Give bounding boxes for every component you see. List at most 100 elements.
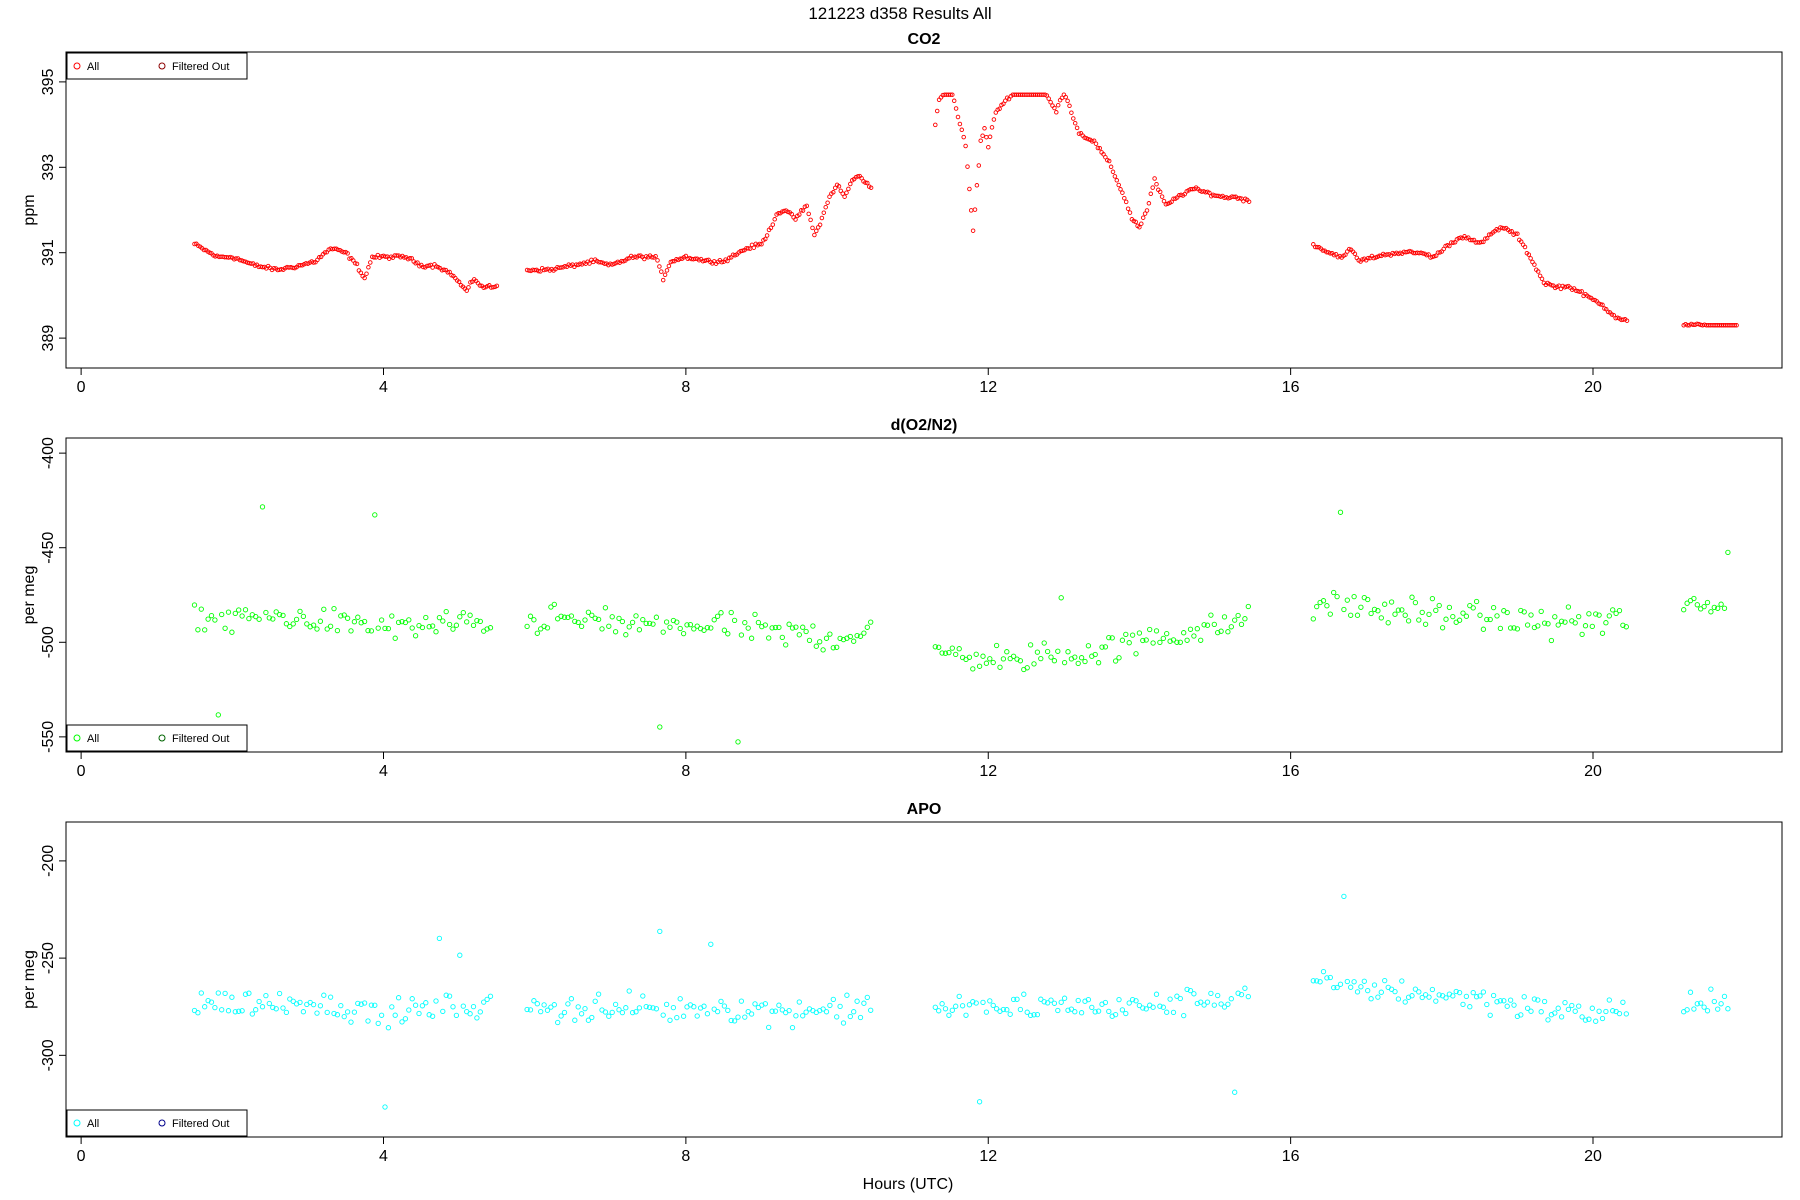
data-point — [1051, 658, 1058, 664]
data-point — [1153, 628, 1160, 634]
data-point — [934, 108, 940, 114]
data-point — [868, 1007, 874, 1013]
data-point — [1375, 608, 1381, 614]
data-point — [623, 632, 629, 638]
x-tick-label: 8 — [681, 379, 690, 396]
data-point — [1127, 210, 1133, 215]
x-axis-label: Hours (UTC) — [863, 1176, 954, 1193]
data-point — [1228, 624, 1234, 630]
data-point — [541, 267, 547, 273]
data-point — [701, 627, 707, 633]
data-point — [453, 1012, 460, 1019]
data-point — [636, 627, 643, 633]
data-point — [970, 999, 976, 1005]
data-point — [1102, 644, 1109, 650]
data-point — [1038, 655, 1044, 662]
data-point — [1685, 323, 1690, 328]
data-point — [338, 1002, 344, 1009]
data-point — [674, 1014, 680, 1021]
data-point — [800, 1013, 806, 1019]
data-point — [1596, 1008, 1602, 1014]
data-point — [1320, 248, 1326, 253]
data-point — [708, 625, 714, 631]
data-point — [450, 1004, 456, 1010]
data-point — [823, 1009, 830, 1015]
legend-label: All — [87, 61, 99, 73]
data-point — [1082, 658, 1088, 665]
data-point — [653, 614, 660, 620]
data-point — [409, 256, 415, 261]
data-point — [585, 1017, 592, 1023]
data-point — [657, 724, 663, 730]
data-point — [1085, 643, 1092, 649]
data-point — [1320, 968, 1327, 975]
data-point — [1245, 993, 1251, 1000]
data-point — [1348, 984, 1354, 990]
data-point — [830, 996, 836, 1003]
legend-marker — [158, 734, 166, 742]
data-point — [558, 613, 564, 619]
data-point — [840, 636, 847, 643]
data-point — [1170, 1009, 1177, 1016]
data-point — [1453, 988, 1459, 995]
data-point — [602, 1009, 609, 1015]
data-point — [1481, 239, 1486, 245]
data-point — [1142, 211, 1148, 216]
data-point — [1395, 607, 1402, 613]
data-point — [1606, 997, 1612, 1003]
data-point — [1725, 1006, 1731, 1012]
data-point — [1116, 655, 1122, 661]
data-point — [1704, 599, 1711, 606]
data-point — [466, 285, 471, 290]
data-point — [358, 1001, 364, 1007]
data-point — [1041, 640, 1047, 646]
data-point — [1063, 94, 1068, 100]
data-point — [371, 255, 377, 260]
data-point — [1691, 595, 1697, 602]
data-point — [1129, 632, 1136, 638]
data-point — [368, 628, 375, 634]
data-point — [609, 1009, 615, 1016]
data-point — [1204, 999, 1211, 1005]
data-point — [859, 175, 864, 181]
data-point — [793, 624, 799, 630]
data-points — [191, 504, 1731, 745]
data-point — [578, 1011, 585, 1017]
data-point — [1055, 1007, 1061, 1014]
data-point — [764, 233, 770, 238]
data-point — [1048, 997, 1054, 1003]
data-point — [1242, 616, 1248, 622]
data-point — [606, 623, 612, 629]
data-point — [406, 1007, 412, 1013]
data-point — [572, 1017, 578, 1023]
data-point — [1108, 164, 1114, 170]
data-point — [1382, 601, 1388, 607]
data-point — [1204, 622, 1211, 628]
data-point — [344, 1009, 351, 1015]
legend-label: Filtered Out — [172, 733, 229, 745]
data-point — [1377, 253, 1382, 259]
data-point — [440, 618, 446, 624]
data-point — [361, 618, 368, 625]
data-point — [412, 633, 419, 639]
data-point — [1201, 1002, 1207, 1008]
data-point — [629, 1009, 636, 1016]
data-point — [1167, 996, 1173, 1002]
data-point — [402, 1016, 409, 1022]
data-point — [609, 614, 615, 620]
data-point — [1046, 96, 1051, 101]
data-point — [660, 629, 666, 635]
data-point — [953, 651, 959, 658]
data-point — [718, 610, 724, 616]
data-point — [810, 225, 815, 231]
data-point — [976, 1099, 983, 1105]
data-point — [657, 264, 662, 269]
data-point — [677, 256, 683, 262]
data-point — [316, 255, 322, 260]
data-point — [848, 181, 853, 187]
data-point — [963, 143, 968, 149]
data-point — [287, 623, 293, 630]
data-point — [1146, 201, 1152, 206]
data-point — [1725, 549, 1731, 556]
data-point — [972, 207, 978, 212]
